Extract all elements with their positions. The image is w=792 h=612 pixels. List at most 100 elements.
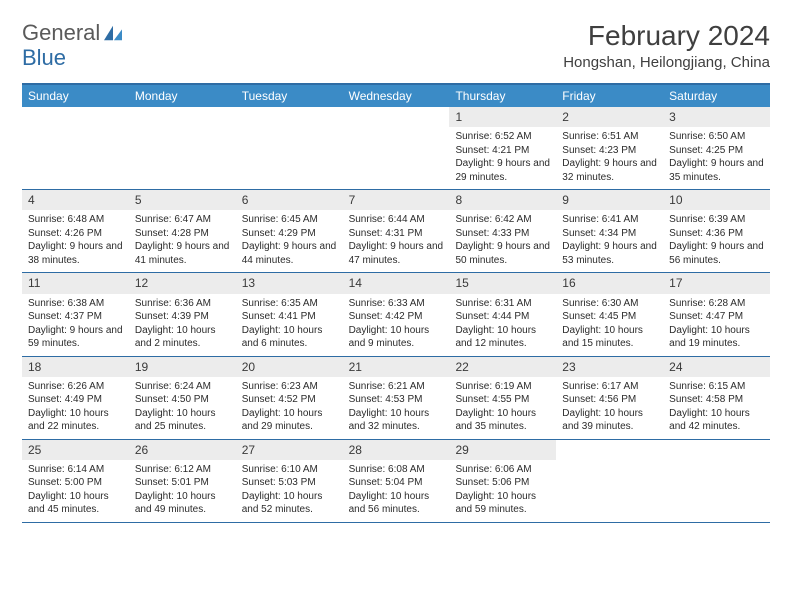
- dow-sunday: Sunday: [22, 85, 129, 107]
- day-number: 25: [22, 440, 129, 460]
- day-cell-empty: [129, 107, 236, 189]
- day-cell: 4Sunrise: 6:48 AMSunset: 4:26 PMDaylight…: [22, 190, 129, 272]
- sunrise: Sunrise: 6:33 AM: [349, 297, 444, 311]
- dow-monday: Monday: [129, 85, 236, 107]
- sunrise: Sunrise: 6:35 AM: [242, 297, 337, 311]
- day-body: Sunrise: 6:38 AMSunset: 4:37 PMDaylight:…: [22, 294, 129, 356]
- day-number: 23: [556, 357, 663, 377]
- sunrise: Sunrise: 6:36 AM: [135, 297, 230, 311]
- sunrise: Sunrise: 6:41 AM: [562, 213, 657, 227]
- daylight: Daylight: 9 hours and 38 minutes.: [28, 240, 123, 267]
- day-cell: 11Sunrise: 6:38 AMSunset: 4:37 PMDayligh…: [22, 273, 129, 355]
- day-number: 29: [449, 440, 556, 460]
- day-cell-empty: [236, 107, 343, 189]
- day-number: 24: [663, 357, 770, 377]
- daylight: Daylight: 10 hours and 35 minutes.: [455, 407, 550, 434]
- day-body: Sunrise: 6:31 AMSunset: 4:44 PMDaylight:…: [449, 294, 556, 356]
- day-body: Sunrise: 6:44 AMSunset: 4:31 PMDaylight:…: [343, 210, 450, 272]
- sunset: Sunset: 4:37 PM: [28, 310, 123, 324]
- dow-wednesday: Wednesday: [343, 85, 450, 107]
- daylight: Daylight: 10 hours and 29 minutes.: [242, 407, 337, 434]
- sunset: Sunset: 4:56 PM: [562, 393, 657, 407]
- day-body: Sunrise: 6:41 AMSunset: 4:34 PMDaylight:…: [556, 210, 663, 272]
- sunset: Sunset: 4:50 PM: [135, 393, 230, 407]
- day-number: 22: [449, 357, 556, 377]
- day-number: [129, 107, 236, 127]
- dow-row: SundayMondayTuesdayWednesdayThursdayFrid…: [22, 85, 770, 107]
- sunset: Sunset: 5:01 PM: [135, 476, 230, 490]
- sunrise: Sunrise: 6:45 AM: [242, 213, 337, 227]
- sunrise: Sunrise: 6:52 AM: [455, 130, 550, 144]
- day-body: Sunrise: 6:26 AMSunset: 4:49 PMDaylight:…: [22, 377, 129, 439]
- day-body: Sunrise: 6:17 AMSunset: 4:56 PMDaylight:…: [556, 377, 663, 439]
- day-cell: 7Sunrise: 6:44 AMSunset: 4:31 PMDaylight…: [343, 190, 450, 272]
- day-cell-empty: [556, 440, 663, 522]
- sunset: Sunset: 5:06 PM: [455, 476, 550, 490]
- day-body: Sunrise: 6:42 AMSunset: 4:33 PMDaylight:…: [449, 210, 556, 272]
- day-body: Sunrise: 6:39 AMSunset: 4:36 PMDaylight:…: [663, 210, 770, 272]
- sail-icon: [102, 24, 124, 42]
- day-number: 10: [663, 190, 770, 210]
- day-number: 20: [236, 357, 343, 377]
- sunrise: Sunrise: 6:39 AM: [669, 213, 764, 227]
- sunset: Sunset: 4:41 PM: [242, 310, 337, 324]
- sunset: Sunset: 4:36 PM: [669, 227, 764, 241]
- daylight: Daylight: 9 hours and 41 minutes.: [135, 240, 230, 267]
- sunrise: Sunrise: 6:15 AM: [669, 380, 764, 394]
- day-number: [343, 107, 450, 127]
- sunrise: Sunrise: 6:08 AM: [349, 463, 444, 477]
- day-cell: 27Sunrise: 6:10 AMSunset: 5:03 PMDayligh…: [236, 440, 343, 522]
- day-body: Sunrise: 6:08 AMSunset: 5:04 PMDaylight:…: [343, 460, 450, 522]
- day-cell: 22Sunrise: 6:19 AMSunset: 4:55 PMDayligh…: [449, 357, 556, 439]
- sunrise: Sunrise: 6:28 AM: [669, 297, 764, 311]
- sunrise: Sunrise: 6:24 AM: [135, 380, 230, 394]
- week-row: 18Sunrise: 6:26 AMSunset: 4:49 PMDayligh…: [22, 357, 770, 440]
- sunset: Sunset: 4:58 PM: [669, 393, 764, 407]
- logo: General: [22, 20, 125, 46]
- sunrise: Sunrise: 6:44 AM: [349, 213, 444, 227]
- day-body: Sunrise: 6:50 AMSunset: 4:25 PMDaylight:…: [663, 127, 770, 189]
- day-cell: 19Sunrise: 6:24 AMSunset: 4:50 PMDayligh…: [129, 357, 236, 439]
- sunset: Sunset: 4:44 PM: [455, 310, 550, 324]
- logo-word1: General: [22, 20, 100, 46]
- sunset: Sunset: 5:03 PM: [242, 476, 337, 490]
- calendar: SundayMondayTuesdayWednesdayThursdayFrid…: [22, 83, 770, 523]
- daylight: Daylight: 9 hours and 29 minutes.: [455, 157, 550, 184]
- month-title: February 2024: [563, 20, 770, 52]
- sunset: Sunset: 4:25 PM: [669, 144, 764, 158]
- day-cell-empty: [343, 107, 450, 189]
- sunset: Sunset: 5:04 PM: [349, 476, 444, 490]
- day-cell: 18Sunrise: 6:26 AMSunset: 4:49 PMDayligh…: [22, 357, 129, 439]
- day-number: 12: [129, 273, 236, 293]
- day-cell: 12Sunrise: 6:36 AMSunset: 4:39 PMDayligh…: [129, 273, 236, 355]
- sunset: Sunset: 4:21 PM: [455, 144, 550, 158]
- day-body: Sunrise: 6:19 AMSunset: 4:55 PMDaylight:…: [449, 377, 556, 439]
- day-number: [663, 440, 770, 460]
- day-number: 17: [663, 273, 770, 293]
- daylight: Daylight: 10 hours and 12 minutes.: [455, 324, 550, 351]
- day-cell: 25Sunrise: 6:14 AMSunset: 5:00 PMDayligh…: [22, 440, 129, 522]
- sunset: Sunset: 4:53 PM: [349, 393, 444, 407]
- day-cell: 8Sunrise: 6:42 AMSunset: 4:33 PMDaylight…: [449, 190, 556, 272]
- sunrise: Sunrise: 6:38 AM: [28, 297, 123, 311]
- dow-tuesday: Tuesday: [236, 85, 343, 107]
- day-cell: 13Sunrise: 6:35 AMSunset: 4:41 PMDayligh…: [236, 273, 343, 355]
- daylight: Daylight: 9 hours and 56 minutes.: [669, 240, 764, 267]
- day-body: Sunrise: 6:10 AMSunset: 5:03 PMDaylight:…: [236, 460, 343, 522]
- day-cell: 10Sunrise: 6:39 AMSunset: 4:36 PMDayligh…: [663, 190, 770, 272]
- day-number: 3: [663, 107, 770, 127]
- day-body: Sunrise: 6:12 AMSunset: 5:01 PMDaylight:…: [129, 460, 236, 522]
- day-body: Sunrise: 6:52 AMSunset: 4:21 PMDaylight:…: [449, 127, 556, 189]
- day-body: Sunrise: 6:47 AMSunset: 4:28 PMDaylight:…: [129, 210, 236, 272]
- sunset: Sunset: 4:33 PM: [455, 227, 550, 241]
- week-row: 1Sunrise: 6:52 AMSunset: 4:21 PMDaylight…: [22, 107, 770, 190]
- week-row: 11Sunrise: 6:38 AMSunset: 4:37 PMDayligh…: [22, 273, 770, 356]
- daylight: Daylight: 10 hours and 49 minutes.: [135, 490, 230, 517]
- dow-saturday: Saturday: [663, 85, 770, 107]
- day-cell: 16Sunrise: 6:30 AMSunset: 4:45 PMDayligh…: [556, 273, 663, 355]
- day-cell: 24Sunrise: 6:15 AMSunset: 4:58 PMDayligh…: [663, 357, 770, 439]
- sunrise: Sunrise: 6:51 AM: [562, 130, 657, 144]
- logo-word2: Blue: [22, 45, 66, 71]
- day-number: 8: [449, 190, 556, 210]
- sunset: Sunset: 4:49 PM: [28, 393, 123, 407]
